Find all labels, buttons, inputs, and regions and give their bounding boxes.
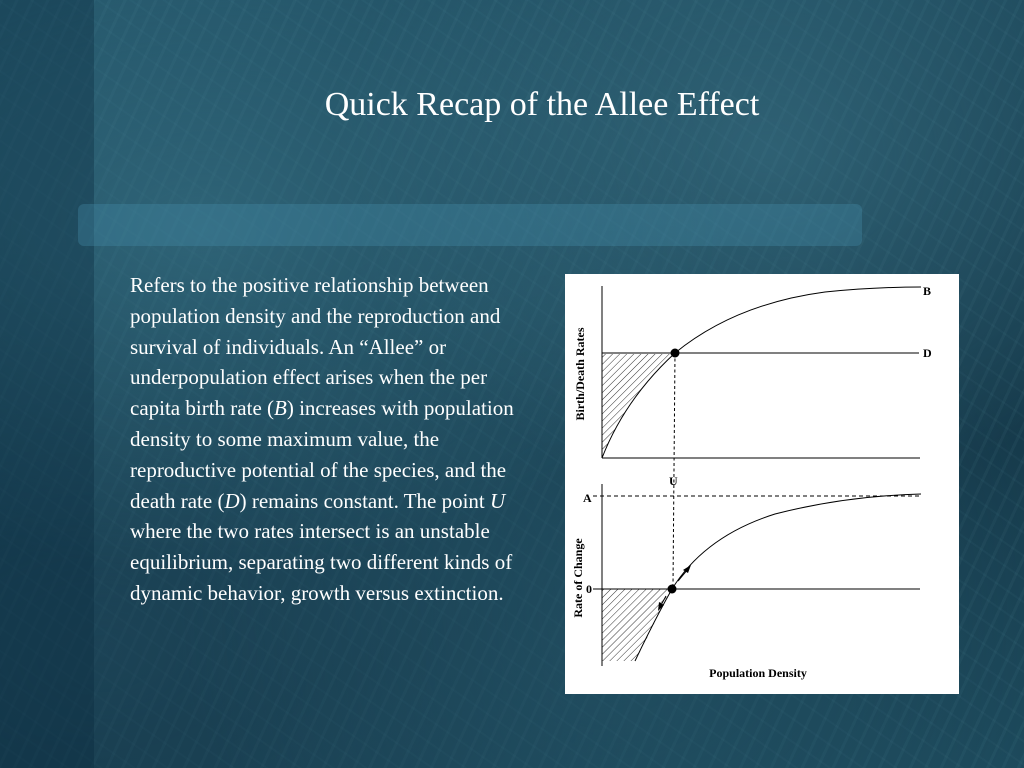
decline-arrowhead bbox=[658, 602, 664, 611]
tick-zero-label: 0 bbox=[586, 582, 592, 596]
x-axis-label: Population Density bbox=[709, 666, 807, 680]
allee-effect-diagram: B D Birth/Death Rates U A 0 Rate of Chan… bbox=[565, 274, 959, 694]
line-d-label: D bbox=[923, 346, 932, 360]
body-symbol-d: D bbox=[224, 488, 240, 513]
u-dashed-connector bbox=[672, 352, 676, 587]
bottom-hatched-region bbox=[602, 589, 670, 661]
point-u-label: U bbox=[669, 474, 678, 488]
body-paragraph: Refers to the positive relationship betw… bbox=[130, 270, 520, 609]
growth-arrowhead bbox=[683, 565, 691, 573]
equilibrium-point-bottom bbox=[667, 584, 677, 594]
body-symbol-b: B bbox=[274, 396, 287, 421]
top-hatched-region bbox=[602, 354, 675, 456]
bottom-y-axis-label: Rate of Change bbox=[571, 538, 585, 618]
curve-b-label: B bbox=[923, 284, 931, 298]
birth-rate-curve bbox=[601, 286, 922, 459]
tick-a-label: A bbox=[583, 491, 592, 505]
rate-of-change-curve bbox=[634, 493, 922, 662]
body-text-part-4: where the two rates intersect is an unst… bbox=[130, 519, 513, 605]
body-symbol-u: U bbox=[490, 488, 506, 513]
body-text-part-2: ) increases with population density to s… bbox=[130, 396, 514, 513]
title-accent-bar bbox=[78, 204, 862, 246]
body-text-part-1: Refers to the positive relationship betw… bbox=[130, 273, 501, 421]
body-text-part-3: ) remains constant. The point bbox=[239, 488, 491, 513]
diagram-svg: B D Birth/Death Rates U A 0 Rate of Chan… bbox=[571, 284, 932, 680]
left-decorative-band bbox=[0, 0, 94, 768]
top-y-axis-label: Birth/Death Rates bbox=[573, 327, 587, 420]
slide-title: Quick Recap of the Allee Effect bbox=[324, 86, 760, 123]
